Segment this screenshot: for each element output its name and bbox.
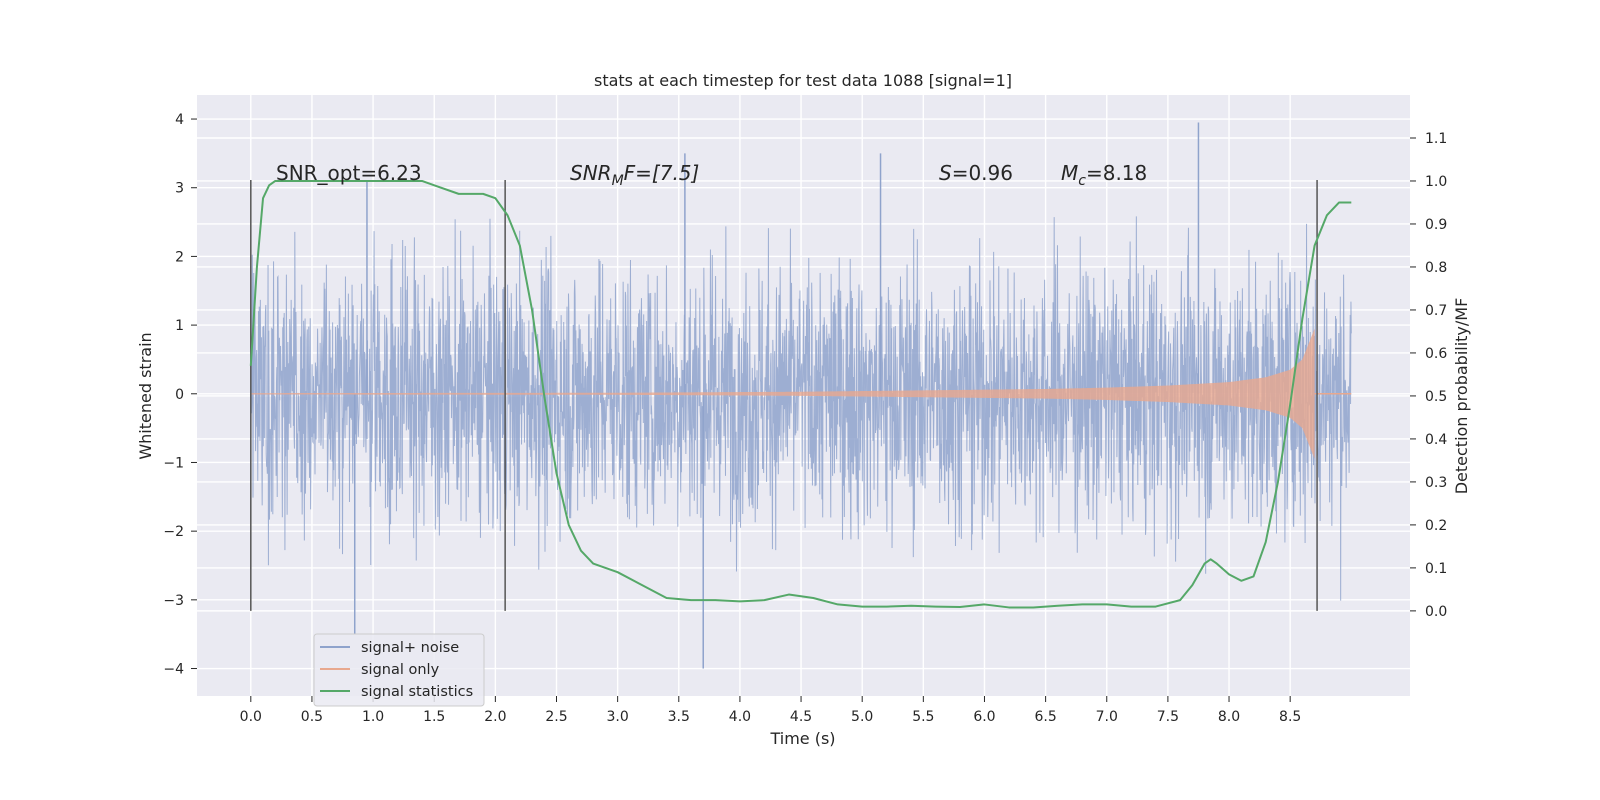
y-right-tick-label-3: 0.8 [1425,260,1447,276]
x-tick-label-16: 8.0 [1218,709,1240,725]
y-axis-right-ticks: 1.1 1.0 0.9 0.8 0.7 0.6 0.5 0.4 0.3 0.2 0.1 0.0 [1410,131,1447,620]
y-left-tick-label-7: −3 [163,593,184,609]
mc-annotation: Mc=8.18 [1061,161,1147,189]
y-left-tick-label-6: −2 [163,524,184,540]
signal-noise-series [250,122,1352,669]
y-left-tick-label-8: −4 [163,662,184,678]
x-tick-label-9: 4.5 [790,709,812,725]
x-tick-label-0: 0.0 [240,709,262,725]
x-tick-label-8: 4.0 [729,709,751,725]
y-right-tick-label-5: 0.6 [1425,346,1447,362]
x-tick-label-3: 1.5 [423,709,445,725]
y-right-tick-label-10: 0.1 [1425,561,1447,577]
signal-noise-line [250,216,1352,601]
x-axis-ticks: 0.0 0.5 1.0 1.5 2.0 2.5 3.0 3.5 4.0 4.5 5.0 5.5 6.0 6… [240,696,1301,725]
y-right-tick-label-9: 0.2 [1425,518,1447,534]
y-right-tick-label-0: 1.1 [1425,131,1447,147]
x-tick-label-15: 7.5 [1157,709,1179,725]
snr-opt-annotation: SNR_opt=6.23 [276,161,422,185]
signal-only-envelope [250,328,1315,460]
legend-box [313,633,485,707]
y-left-tick-label-0: 4 [175,112,184,128]
legend-label-signal-statistics: signal statistics [361,684,473,700]
y-right-tick-label-4: 0.7 [1425,303,1447,319]
legend-label-signal-only: signal only [361,662,440,678]
s-label: S [939,161,952,185]
x-tick-label-14: 7.0 [1096,709,1118,725]
signal-only-series [250,328,1352,460]
signal-statistics-series [249,179,1352,609]
x-tick-label-7: 3.5 [668,709,690,725]
y-left-tick-label-3: 1 [175,318,184,334]
y-right-tick-label-8: 0.3 [1425,475,1447,491]
x-tick-label-11: 5.5 [912,709,934,725]
y-axis-left-label: Whitened strain [136,332,155,459]
y-left-tick-label-1: 3 [175,181,184,197]
chart-title: stats at each timestep for test data 108… [594,71,1012,90]
s-annotation: S=0.96 [939,161,1013,185]
x-tick-label-5: 2.5 [545,709,567,725]
x-tick-label-12: 6.0 [973,709,995,725]
legend: signal+ noise signal only signal statist… [313,633,485,707]
x-tick-label-1: 0.5 [301,709,323,725]
signal-statistics-line [249,179,1352,609]
mc-subscript: c [1078,173,1086,189]
x-tick-label-4: 2.0 [484,709,506,725]
x-tick-label-6: 3.0 [607,709,629,725]
y-right-tick-label-7: 0.4 [1425,432,1447,448]
legend-label-signal-noise: signal+ noise [361,640,459,656]
x-tick-label-13: 6.5 [1034,709,1056,725]
mc-label: M [1061,161,1078,185]
y-axis-left-ticks: 4 3 2 1 0 −1 −2 −3 −4 [163,112,197,678]
snr-mf-label: SNR [570,161,612,185]
y-left-tick-label-4: 0 [175,387,184,403]
snr-mf-rest: F=[7.5] [624,161,700,185]
y-right-tick-label-1: 1.0 [1425,174,1447,190]
snr-mf-annotation: SNRMF=[7.5] [570,161,699,189]
y-left-tick-label-5: −1 [163,455,184,471]
s-value: =0.96 [952,161,1013,185]
y-right-tick-label-11: 0.0 [1425,604,1447,620]
window-markers [250,179,1318,611]
x-tick-label-17: 8.5 [1279,709,1301,725]
mc-value: =8.18 [1086,161,1147,185]
y-right-tick-label-6: 0.5 [1425,389,1447,405]
y-axis-right-label: Detection probability/MF [1452,298,1471,495]
y-left-tick-label-2: 2 [175,249,184,265]
x-tick-label-10: 5.0 [851,709,873,725]
snr-mf-subscript: M [612,173,624,189]
y-right-tick-label-2: 0.9 [1425,217,1447,233]
x-tick-label-2: 1.0 [362,709,384,725]
x-axis-label: Time (s) [769,729,835,748]
